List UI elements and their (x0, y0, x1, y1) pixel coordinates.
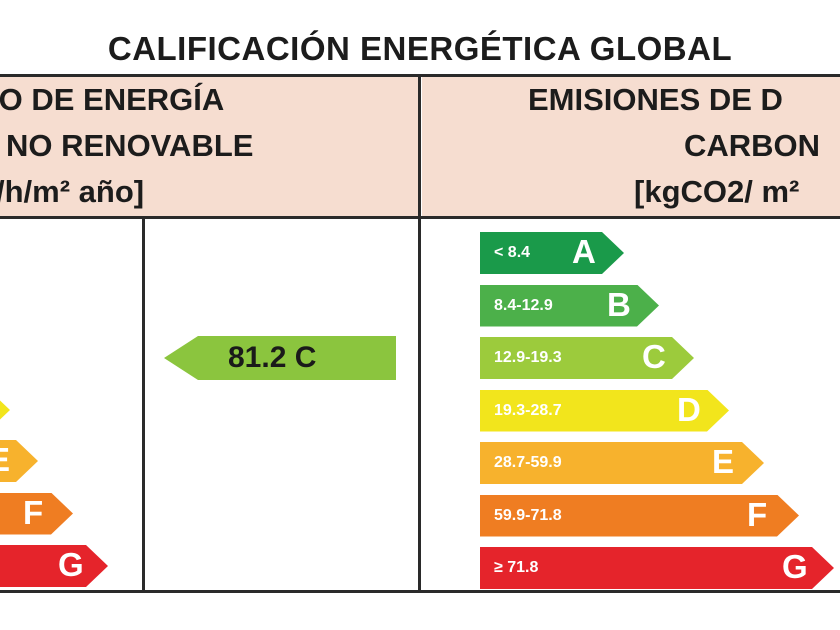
emission-letter: C (642, 338, 666, 375)
consumption-class-d-edge (0, 389, 10, 431)
emission-class-e: 28.7-59.9 E (480, 442, 764, 484)
value-column-divider (142, 216, 145, 593)
consumption-letter: E (0, 441, 10, 479)
consumption-scale: EFG (0, 219, 142, 591)
emission-letter: B (607, 285, 631, 323)
emission-range: 59.9-71.8 (494, 506, 562, 524)
page-title: CALIFICACIÓN ENERGÉTICA GLOBAL (107, 30, 733, 67)
emissions-header-units: [kgCO2/ m² (634, 174, 800, 209)
column-divider (418, 74, 421, 593)
consumption-header: IO DE ENERGÍA NO RENOVABLE /h/m² año] (0, 76, 418, 216)
consumption-class-g: G (0, 545, 108, 587)
emission-range: ≥ 71.8 (494, 559, 539, 576)
emission-letter: F (747, 495, 768, 533)
emission-letter: G (782, 548, 808, 585)
emission-range: 12.9-19.3 (494, 349, 562, 366)
emission-class-g: ≥ 71.8 G (480, 547, 834, 589)
emission-range: 19.3-28.7 (494, 401, 562, 419)
consumption-header-line1: IO DE ENERGÍA (0, 82, 225, 117)
consumption-letter: F (23, 493, 44, 531)
emission-class-f: 59.9-71.8 F (480, 494, 799, 537)
consumption-header-units: /h/m² año] (0, 174, 145, 209)
consumption-class-e: E (0, 440, 38, 482)
consumption-value: 81.2 C (228, 341, 317, 374)
emissions-header: EMISIONES DE D CARBON [kgCO2/ m² (422, 76, 840, 216)
emission-letter: D (677, 390, 701, 428)
emissions-header-line1: EMISIONES DE D (528, 82, 783, 117)
consumption-class-f: F (0, 492, 73, 535)
emission-range: 28.7-59.9 (494, 454, 562, 471)
consumption-value-marker: 81.2 C (164, 336, 396, 380)
emission-letter: A (572, 233, 596, 270)
emission-letter: E (712, 443, 735, 480)
consumption-header-line2: NO RENOVABLE (6, 128, 254, 163)
emission-class-a: < 8.4 A (480, 232, 624, 274)
emission-class-c: 12.9-19.3 C (480, 337, 694, 379)
emissions-scale: < 8.4 A 8.4-12.9 B 12.9-19.3 C 19.3-28.7 D 28.7-… (424, 219, 840, 591)
emission-class-b: 8.4-12.9 B (480, 284, 659, 327)
consumption-letter: G (58, 546, 84, 583)
emission-range: < 8.4 (494, 244, 531, 261)
emission-class-d: 19.3-28.7 D (480, 389, 729, 432)
emissions-header-line2: CARBON (684, 128, 821, 163)
emission-range: 8.4-12.9 (494, 296, 553, 314)
